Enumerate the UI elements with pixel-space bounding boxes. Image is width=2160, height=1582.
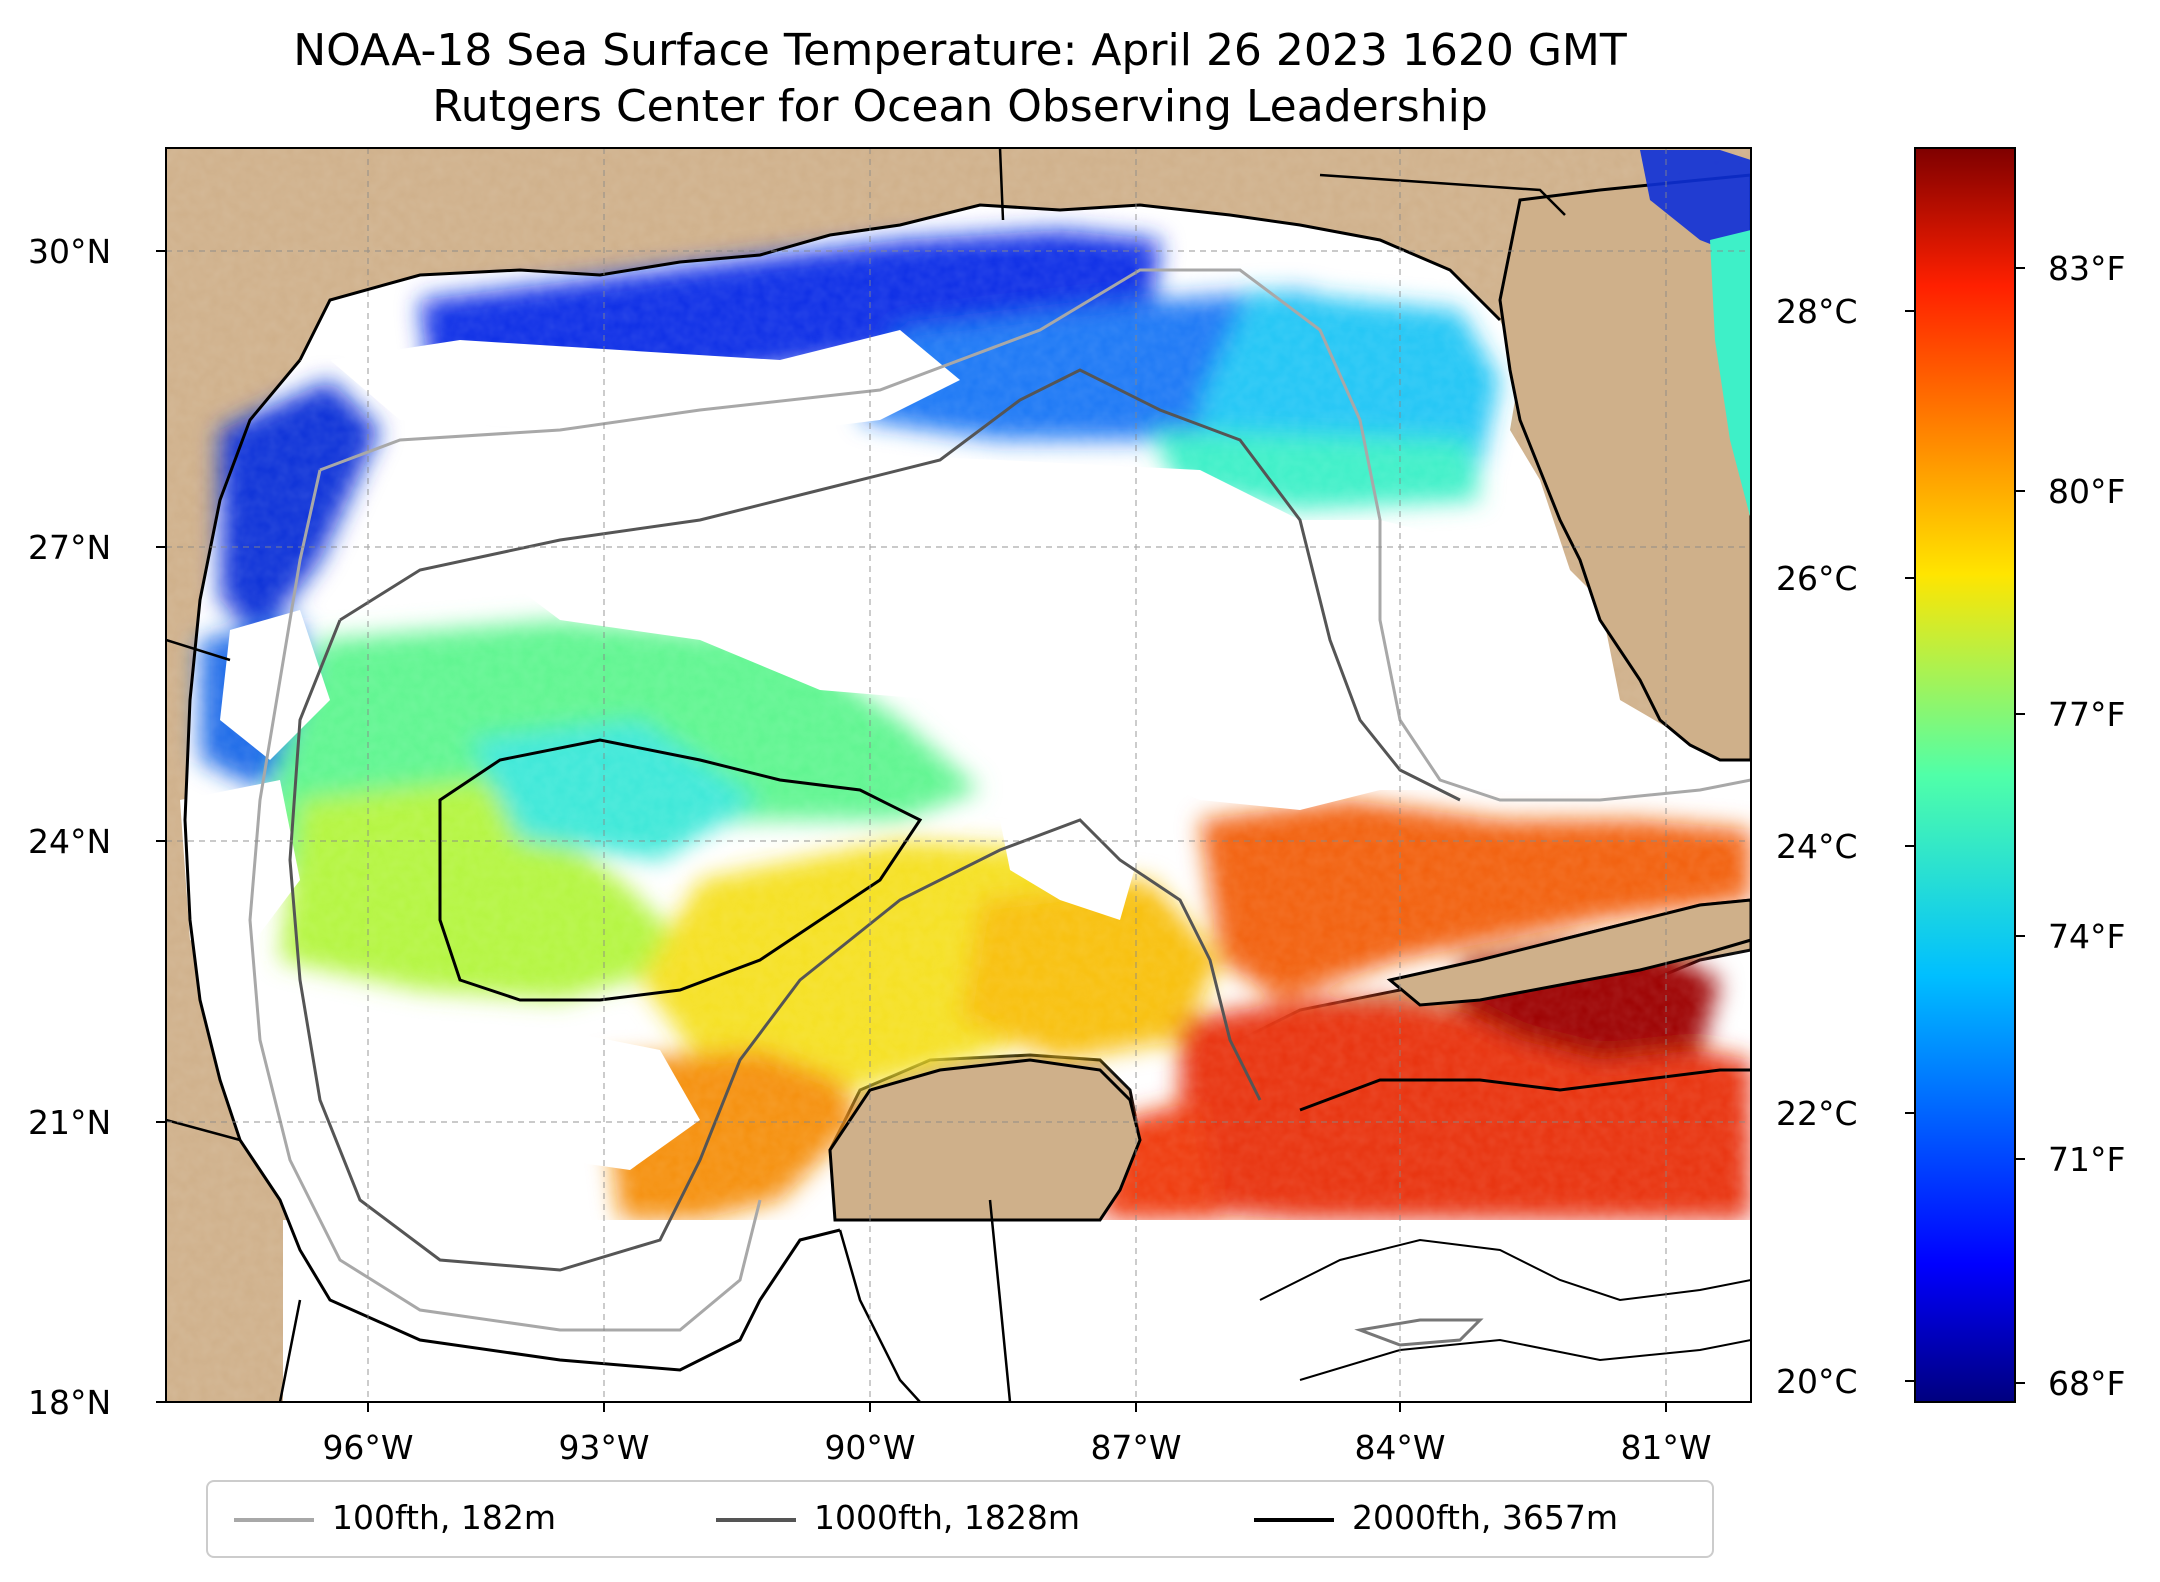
chart-subtitle: Rutgers Center for Ocean Observing Leade… bbox=[432, 81, 1488, 132]
lon-tick-label: 81°W bbox=[1620, 1428, 1712, 1467]
lat-tick-label: 18°N bbox=[28, 1383, 112, 1422]
contour-100fth bbox=[319, 268, 1751, 802]
legend-swatch bbox=[234, 1518, 314, 1522]
colorbar-celsius-label: 24°C bbox=[1776, 827, 1858, 866]
legend-label: 2000fth, 3657m bbox=[1352, 1498, 1618, 1537]
legend-label: 100fth, 182m bbox=[332, 1498, 556, 1537]
contour-1000fth bbox=[339, 368, 1461, 802]
colorbar-fahrenheit-label: 83°F bbox=[2048, 249, 2126, 288]
lon-tick-label: 93°W bbox=[558, 1428, 650, 1467]
legend-label: 1000fth, 1828m bbox=[814, 1498, 1080, 1537]
lat-tick-label: 27°N bbox=[28, 528, 112, 567]
lon-tick-label: 90°W bbox=[824, 1428, 916, 1467]
lat-tick-label: 30°N bbox=[28, 232, 112, 271]
lat-tick-label: 24°N bbox=[28, 822, 112, 861]
colorbar-fahrenheit-label: 68°F bbox=[2048, 1364, 2126, 1403]
contour-2000fth bbox=[438, 738, 923, 1002]
lon-tick-label: 84°W bbox=[1354, 1428, 1446, 1467]
colorbar-fahrenheit-label: 71°F bbox=[2048, 1140, 2126, 1179]
colorbar-celsius-label: 22°C bbox=[1776, 1094, 1858, 1133]
legend-swatch bbox=[716, 1518, 796, 1522]
colorbar-fahrenheit-label: 74°F bbox=[2048, 917, 2126, 956]
colorbar-celsius-label: 20°C bbox=[1776, 1362, 1858, 1401]
colorbar-fahrenheit-label: 80°F bbox=[2048, 472, 2126, 511]
chart-title: NOAA-18 Sea Surface Temperature: April 2… bbox=[293, 25, 1627, 76]
colorbar-celsius-label: 26°C bbox=[1776, 559, 1858, 598]
legend: 100fth, 182m 1000fth, 1828m 2000fth, 365… bbox=[206, 1480, 1714, 1558]
colorbar bbox=[1914, 147, 2016, 1403]
colorbar-fahrenheit-label: 77°F bbox=[2048, 695, 2126, 734]
lat-tick-label: 21°N bbox=[28, 1103, 112, 1142]
map-frame bbox=[165, 147, 1752, 1403]
colorbar-celsius-label: 28°C bbox=[1776, 292, 1858, 331]
gridlines bbox=[166, 148, 1751, 1402]
lon-tick-label: 96°W bbox=[322, 1428, 414, 1467]
legend-swatch bbox=[1254, 1518, 1334, 1522]
lon-tick-label: 87°W bbox=[1090, 1428, 1182, 1467]
coastline bbox=[183, 359, 841, 1372]
